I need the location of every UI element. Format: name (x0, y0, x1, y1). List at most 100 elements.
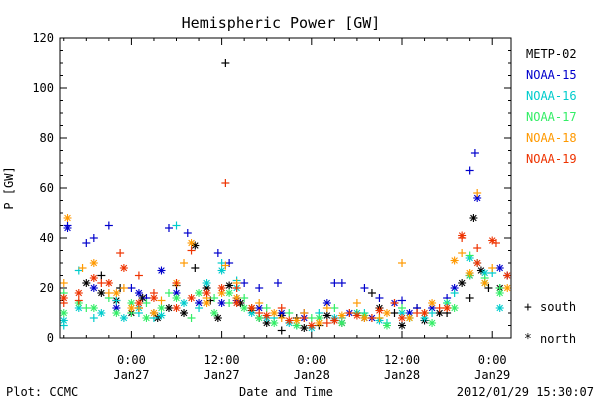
point-north-noaa-18 (149, 309, 158, 317)
point-north-metp-02 (82, 279, 91, 287)
point-north-noaa-15 (217, 299, 226, 307)
point-south-noaa-17 (82, 304, 91, 312)
point-north-noaa-19 (473, 259, 482, 267)
point-south-noaa-17 (262, 304, 271, 312)
plot-timestamp: 2012/01/29 15:30:07 (457, 385, 594, 399)
point-south-noaa-19 (277, 304, 286, 312)
point-north-noaa-18 (337, 311, 346, 320)
legend-entry: NOAA-15 (526, 68, 577, 82)
point-south-noaa-18 (375, 314, 384, 322)
point-north-noaa-18 (428, 299, 437, 307)
point-north-noaa-19 (104, 279, 113, 287)
point-south-noaa-19 (172, 279, 181, 287)
point-north-metp-02 (225, 281, 234, 290)
point-north-noaa-19 (202, 289, 211, 297)
point-north-noaa-15 (495, 264, 504, 272)
point-north-metp-02 (322, 311, 331, 320)
point-south-noaa-18 (104, 289, 113, 297)
point-north-noaa-17 (270, 319, 279, 327)
point-south-noaa-17 (285, 309, 294, 317)
point-south-noaa-17 (187, 314, 196, 322)
legend-entry: NOAA-18 (526, 131, 577, 145)
point-south-noaa-19 (149, 289, 158, 297)
x-axis-label: Date and Time (239, 385, 333, 399)
point-north-noaa-18 (465, 269, 474, 277)
point-north-noaa-18 (89, 259, 98, 267)
point-south-noaa-17 (307, 314, 316, 322)
point-south-noaa-19 (221, 179, 230, 187)
point-south-noaa-17 (142, 299, 151, 307)
point-south-noaa-18 (255, 299, 264, 307)
point-north-noaa-16 (157, 311, 166, 320)
point-south-noaa-16 (112, 296, 121, 305)
point-south-metp-02 (367, 289, 376, 297)
point-south-noaa-15 (240, 279, 249, 287)
point-south-noaa-17 (398, 304, 407, 312)
point-north-noaa-15 (157, 266, 166, 275)
point-south-noaa-19 (255, 309, 264, 317)
x-tick-date: Jan28 (294, 368, 330, 382)
point-north-noaa-15 (322, 299, 331, 307)
x-tick-time: 0:00 (117, 353, 146, 367)
point-north-noaa-18 (360, 314, 369, 322)
point-south-noaa-18 (78, 264, 87, 272)
point-south-noaa-15 (465, 166, 474, 175)
point-south-noaa-19 (458, 234, 467, 242)
point-south-noaa-17 (240, 294, 249, 302)
point-north-metp-02 (213, 314, 222, 322)
point-north-noaa-15 (473, 194, 482, 202)
point-north-noaa-19 (247, 304, 256, 312)
legend-entry: NOAA-16 (526, 89, 577, 103)
point-north-noaa-19 (330, 316, 339, 325)
point-north-noaa-18 (63, 214, 72, 222)
y-axis-label: P [GW] (2, 166, 16, 209)
point-south-noaa-18 (473, 189, 482, 197)
plot-credit: Plot: CCMC (6, 385, 78, 399)
legend-marker-label: south (540, 300, 576, 314)
point-south-noaa-19 (413, 309, 422, 317)
data-points (59, 59, 512, 335)
point-south-noaa-16 (59, 321, 68, 330)
point-north-noaa-16 (495, 304, 504, 312)
point-south-noaa-17 (210, 294, 219, 302)
point-north-noaa-18 (405, 314, 414, 322)
point-south-noaa-15 (337, 279, 346, 287)
point-north-noaa-16 (180, 299, 189, 307)
x-tick-date: Jan29 (474, 368, 510, 382)
point-south-noaa-15 (127, 284, 136, 292)
x-tick-time: 0:00 (297, 353, 326, 367)
point-north-noaa-19 (232, 299, 241, 307)
point-north-metp-02 (180, 309, 189, 317)
legend-entry: NOAA-17 (526, 110, 577, 124)
point-south-noaa-19 (367, 314, 376, 322)
point-north-noaa-19 (172, 304, 181, 312)
point-south-noaa-15 (398, 296, 407, 305)
point-south-noaa-16 (450, 289, 459, 297)
point-south-noaa-15 (82, 239, 91, 247)
point-south-noaa-16 (172, 221, 181, 230)
point-north-metp-02 (164, 304, 173, 312)
point-south-noaa-19 (116, 249, 125, 257)
x-tick-date: Jan27 (113, 368, 149, 382)
point-south-noaa-15 (89, 234, 98, 242)
point-south-metp-02 (390, 309, 399, 317)
point-north-noaa-17 (157, 304, 166, 312)
point-north-noaa-17 (225, 289, 234, 297)
point-north-noaa-17 (382, 321, 391, 330)
point-north-noaa-19 (503, 271, 512, 280)
x-tick-time: 12:00 (384, 353, 420, 367)
point-south-noaa-19 (491, 239, 500, 247)
x-tick-date: Jan28 (384, 368, 420, 382)
point-south-noaa-19 (322, 319, 331, 327)
point-south-noaa-19 (345, 309, 354, 317)
point-north-noaa-18 (382, 309, 391, 317)
point-north-noaa-17 (450, 304, 459, 312)
point-south-noaa-19 (187, 246, 196, 255)
point-south-noaa-16 (89, 314, 98, 322)
point-north-noaa-17 (59, 309, 68, 317)
point-south-noaa-15 (104, 221, 113, 230)
point-north-noaa-17 (195, 289, 204, 297)
point-south-noaa-17 (465, 251, 474, 260)
y-tick-label: 100 (32, 81, 54, 95)
point-north-noaa-18 (503, 284, 512, 292)
